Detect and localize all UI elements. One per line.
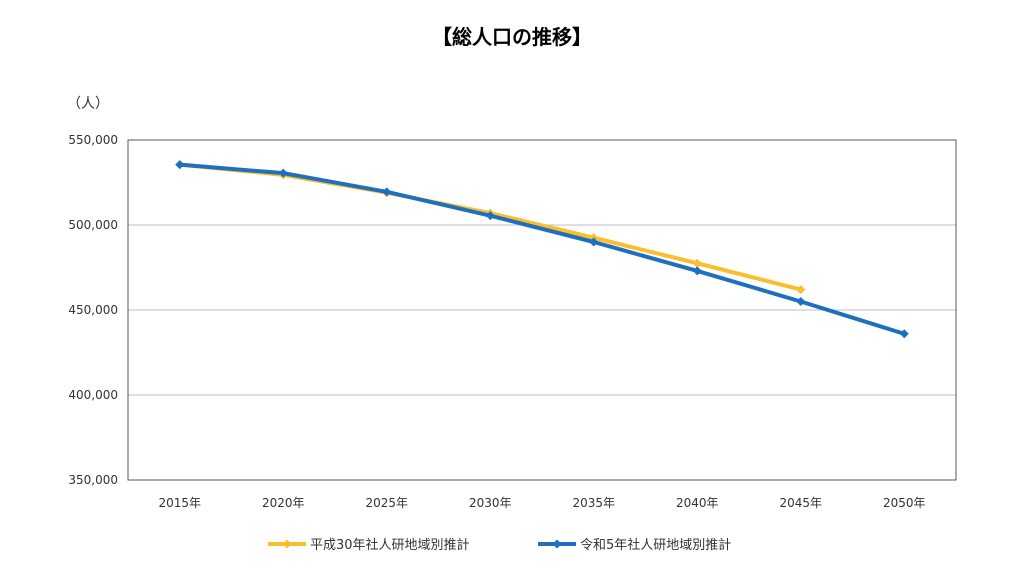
x-tick-label: 2030年 bbox=[469, 496, 512, 510]
y-tick-label: 350,000 bbox=[68, 473, 118, 487]
series-2-point bbox=[382, 187, 392, 197]
series-2-point bbox=[589, 237, 599, 247]
y-tick-label: 450,000 bbox=[68, 303, 118, 317]
x-tick-label: 2020年 bbox=[262, 496, 305, 510]
series-line-1 bbox=[177, 162, 803, 292]
series-2-point bbox=[692, 266, 702, 276]
series-line-2 bbox=[177, 162, 907, 336]
x-tick-label: 2040年 bbox=[676, 496, 719, 510]
x-tick-label: 2015年 bbox=[158, 496, 201, 510]
x-tick-label: 2045年 bbox=[779, 496, 822, 510]
series-2-point bbox=[485, 211, 495, 221]
x-tick-label: 2035年 bbox=[572, 496, 615, 510]
series-2-point bbox=[796, 297, 806, 306]
series-2-point bbox=[175, 160, 185, 170]
y-tick-label: 400,000 bbox=[68, 388, 118, 402]
legend-label-1: 平成30年社人研地域別推計 bbox=[310, 537, 470, 553]
series-1-point bbox=[692, 258, 702, 268]
y-tick-label: 500,000 bbox=[68, 218, 118, 232]
legend-marker-2 bbox=[552, 539, 562, 549]
x-tick-label: 2050年 bbox=[883, 496, 926, 510]
series-1-point bbox=[796, 285, 806, 295]
x-tick-label: 2025年 bbox=[365, 496, 408, 510]
chart-title: 【総人口の推移】 bbox=[432, 25, 592, 49]
series-2-point bbox=[278, 168, 288, 178]
y-axis-unit-label: （人） bbox=[67, 96, 109, 112]
plot-area-border bbox=[127, 139, 957, 481]
y-tick-label: 550,000 bbox=[68, 133, 118, 147]
legend-label-2: 令和5年社人研地域別推計 bbox=[580, 537, 731, 553]
series-2-point bbox=[899, 329, 909, 339]
legend-marker-1 bbox=[282, 539, 292, 549]
